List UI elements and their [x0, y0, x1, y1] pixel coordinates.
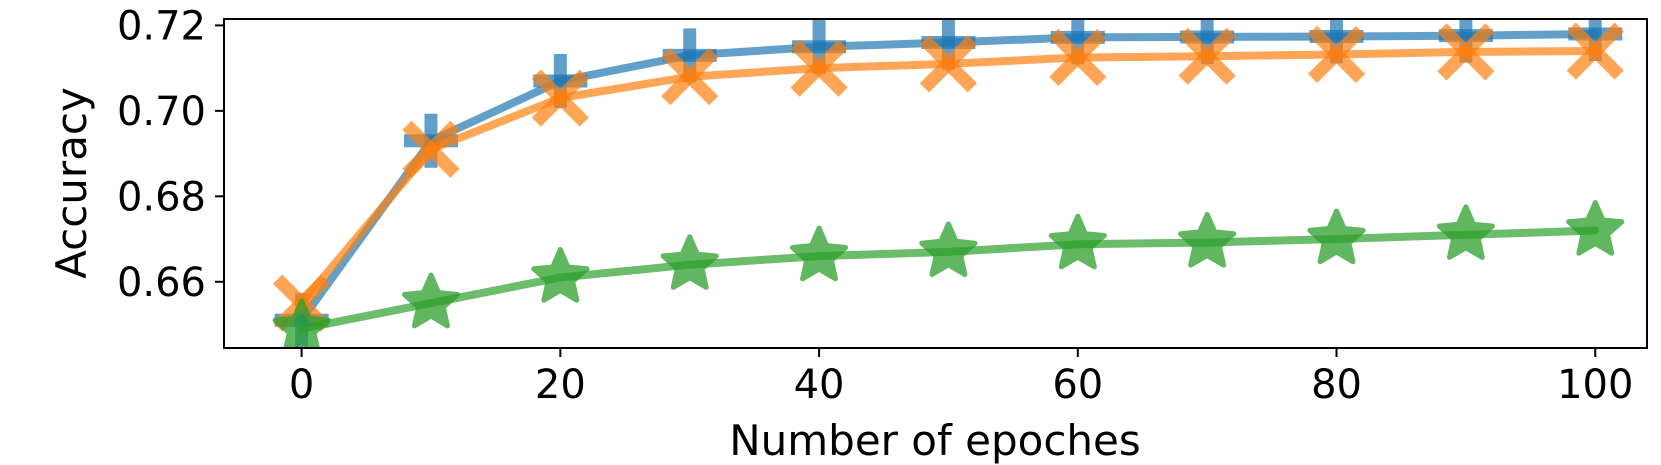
star-marker [1566, 200, 1625, 256]
y-axis-title: Accuracy [47, 87, 96, 279]
star-marker [919, 221, 978, 277]
y-tick-label: 0.66 [117, 260, 206, 306]
x-axis-title: Number of epoches [729, 416, 1141, 465]
y-tick-label: 0.68 [117, 174, 206, 220]
x-tick-label: 0 [289, 362, 314, 408]
x-marker [531, 69, 589, 127]
x-tick-label: 40 [794, 362, 845, 408]
x-tick-label: 100 [1557, 362, 1633, 408]
x-marker [1307, 25, 1366, 84]
series-layer [272, 19, 1625, 348]
series-line [297, 30, 1600, 325]
star-marker [401, 272, 461, 329]
x-marker [1049, 28, 1107, 87]
star-marker [1307, 208, 1366, 265]
series-group [272, 200, 1625, 348]
plot-frame [223, 18, 1648, 349]
star-marker [660, 234, 719, 290]
y-tick-label: 0.70 [117, 89, 206, 135]
x-marker [661, 48, 719, 106]
x-marker [1178, 27, 1236, 85]
y-axis-ticks: 0.66 0.68 0.70 0.72 [117, 3, 224, 306]
x-tick-label: 80 [1311, 362, 1362, 408]
star-marker [1178, 212, 1237, 268]
series-group [273, 22, 1624, 332]
x-marker [919, 35, 978, 93]
star-marker [789, 225, 849, 282]
star-marker [272, 298, 331, 348]
x-marker [1566, 22, 1624, 80]
x-marker [402, 120, 460, 178]
x-marker [790, 39, 848, 97]
star-marker [1048, 213, 1107, 270]
x-axis-ticks: 0 20 40 60 80 100 [289, 348, 1633, 408]
star-marker [1436, 204, 1495, 260]
star-marker [531, 247, 590, 303]
y-tick-label: 0.72 [117, 3, 206, 49]
x-marker [1437, 23, 1495, 81]
x-tick-label: 20 [535, 362, 586, 408]
x-tick-label: 60 [1052, 362, 1103, 408]
